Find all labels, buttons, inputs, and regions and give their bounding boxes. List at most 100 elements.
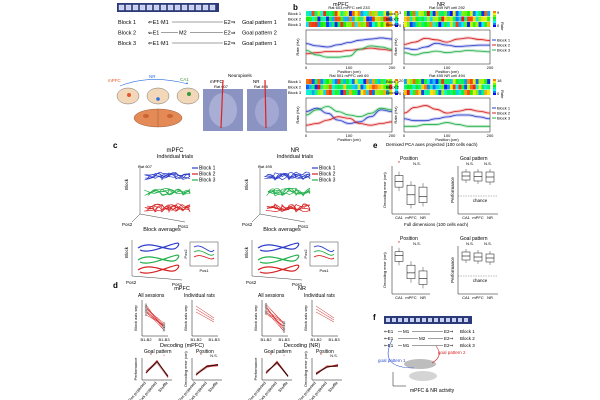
b-heatmap-cell — [320, 16, 324, 22]
b-heatmap-cell — [346, 16, 350, 22]
b-heatmap-cell — [458, 16, 462, 22]
b-heatmap-cell — [412, 22, 416, 27]
b-heatmap-cell — [424, 90, 428, 95]
b-heatmap-cell — [472, 84, 476, 90]
d-session-line — [265, 310, 285, 323]
b-heatmap-cell — [369, 90, 373, 95]
b-heatmap-cell — [438, 84, 442, 90]
b-heatmap-cell — [320, 11, 324, 16]
b-heatmap-cell — [418, 11, 422, 16]
c-inset-frame — [309, 241, 339, 267]
b-colorbar-step — [493, 83, 496, 85]
d-dec-mean-line — [145, 360, 169, 377]
b-heatmap-cell — [487, 90, 491, 95]
b-heatmap-cell — [371, 11, 375, 16]
maze-cell — [188, 4, 195, 11]
b-heatmap-cell — [320, 22, 324, 27]
e-title-full: Full dimensions (100 cells each) — [404, 222, 469, 227]
b-heatmap-cell — [452, 11, 456, 16]
b-xtick: 200 — [487, 65, 494, 70]
goal1-arrow — [387, 339, 415, 369]
b-rate-frame — [305, 29, 393, 65]
b-heatmap-cell — [412, 90, 416, 95]
d-session-point — [282, 330, 286, 333]
b-heatmap-cell — [484, 11, 488, 16]
b-heatmap-cell — [357, 84, 361, 90]
block-m: M1 — [161, 41, 169, 47]
b-heatmap-cell — [360, 84, 364, 90]
d-session-line — [145, 311, 165, 327]
b-heatmap-cell — [487, 84, 491, 90]
c-inset-trajectory — [193, 245, 215, 252]
b-heatmap-cell — [317, 90, 321, 95]
c-rat-label: Rat 607 — [138, 164, 153, 169]
b-heatmap-cell — [340, 90, 344, 95]
b-heatmap-cell — [418, 22, 422, 27]
b-heatmap-cell — [311, 79, 315, 84]
f-maze-cell — [452, 318, 456, 322]
b-heatmap-cell — [409, 16, 413, 22]
d-rat-line — [195, 308, 215, 321]
b-heatmap-cell — [328, 16, 332, 22]
maze-strip — [117, 3, 219, 12]
d-dec-mean-line — [195, 364, 219, 375]
e-pos-ns: N.S. — [413, 241, 421, 246]
d-sig-mark: * — [283, 353, 285, 358]
d-rat-line — [195, 311, 215, 323]
b-heatmap-cell — [314, 16, 318, 22]
b-cell-id: Rat 501 mPFC cell 69 — [329, 73, 369, 78]
d-individual-rats-title: Individual rats — [184, 293, 215, 299]
b-colorbar-label: Rate — [500, 22, 505, 31]
b-heatmap-cell — [363, 16, 367, 22]
b-heatmap-cell — [404, 22, 408, 27]
b-heatmap-cell — [343, 90, 347, 95]
b-heatmap-cell — [326, 16, 330, 22]
e-pos-box — [418, 270, 428, 285]
b-heatmap-cell — [377, 11, 381, 16]
b-legend-label: Block 1 — [497, 106, 511, 111]
b-heatmap-cell — [308, 16, 312, 22]
f-row-e2: E2⇒ — [444, 336, 454, 341]
b-heatmap-cell — [481, 16, 485, 22]
b-heatmap-cell — [328, 84, 332, 90]
d-position-title: Position — [316, 349, 334, 355]
b-xtick: 0 — [403, 133, 406, 138]
b-heatmap-cell — [438, 90, 442, 95]
f-maze-cell — [446, 318, 450, 322]
b-heatmap-cell — [415, 79, 419, 84]
b-cell-id: Rat 549 NR cell 292 — [429, 5, 466, 10]
b-rate-line — [403, 114, 491, 122]
b-heatmap-cell — [455, 84, 459, 90]
b-legend-label: Block 2 — [497, 43, 511, 48]
b-heatmap-cell — [326, 22, 330, 27]
d-session-point — [162, 322, 166, 325]
b-heatmap-cell — [472, 22, 476, 27]
f-maze-cell — [392, 318, 396, 322]
b-heatmap-cell — [374, 11, 378, 16]
histology-texture-nr — [255, 97, 279, 127]
b-heatmap-cell — [331, 16, 335, 22]
b-heatmap-cell — [467, 84, 471, 90]
b-heatmap-cell — [331, 84, 335, 90]
b-heatmap-cell — [383, 84, 387, 90]
b-heatmap-cell — [441, 90, 445, 95]
d-column-title: mPFC — [174, 286, 190, 292]
b-heatmap-cell — [357, 90, 361, 95]
b-heatmap-cell — [424, 11, 428, 16]
c-trajectory — [265, 203, 311, 213]
b-heatmap-cell — [461, 11, 465, 16]
b-heatmap-cell — [351, 79, 355, 84]
b-heatmap-cell — [366, 22, 370, 27]
f-maze-strip — [384, 316, 472, 324]
e-pos-xtick: NR — [420, 215, 426, 220]
block-e1: ⇐E1 — [148, 41, 159, 47]
ca1-region-dot — [187, 92, 191, 96]
b-legend-label: Block 3 — [497, 48, 511, 53]
f-row-m: M1 — [403, 329, 410, 334]
d-dec-xtick: Shuffle — [277, 380, 289, 393]
brain-slice-right — [176, 87, 200, 105]
b-heatmap-cell — [366, 16, 370, 22]
b-heatmap-cell — [406, 11, 410, 16]
